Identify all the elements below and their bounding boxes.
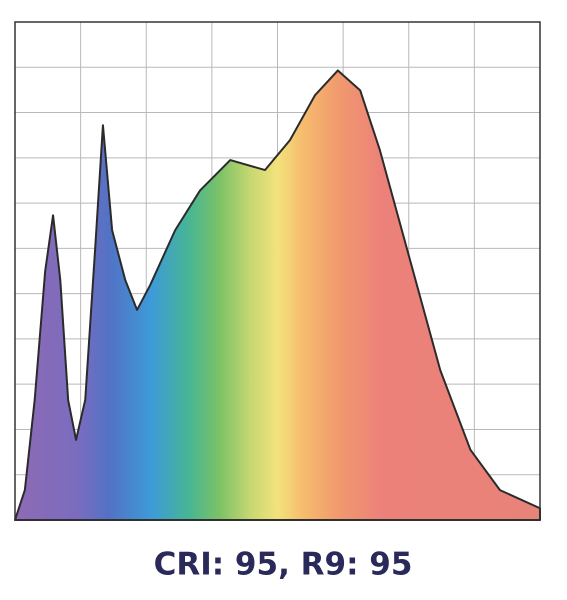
caption: CRI: 95, R9: 95	[154, 547, 413, 583]
plot-frame	[14, 21, 541, 521]
spectrum-area	[14, 69, 541, 521]
